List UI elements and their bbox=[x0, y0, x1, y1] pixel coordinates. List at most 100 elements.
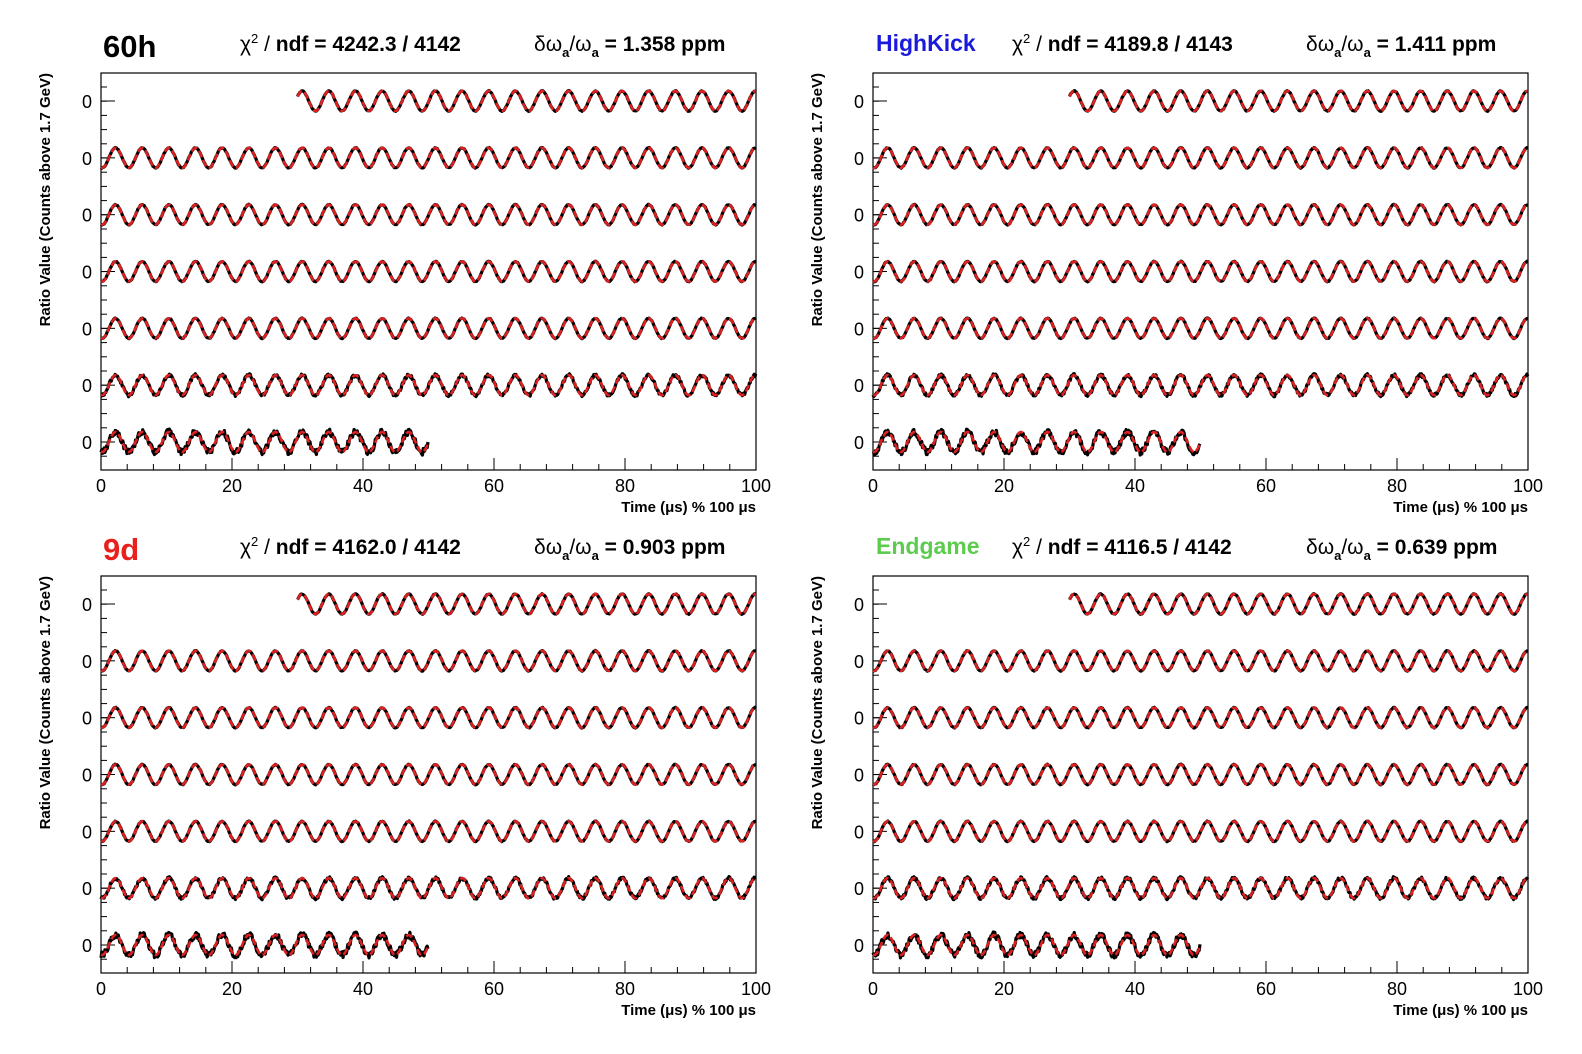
x-tick-label: 60 bbox=[1256, 476, 1276, 496]
fit-series-row bbox=[100, 146, 756, 170]
precision-label: δωa/ωa = 0.903 ppm bbox=[534, 536, 725, 563]
y-tick-label: 0 bbox=[854, 433, 864, 453]
y-axis-title: Ratio Value (Counts above 1.7 GeV) bbox=[809, 73, 826, 326]
x-tick-label: 40 bbox=[1125, 476, 1145, 496]
y-tick-label: 0 bbox=[82, 433, 92, 453]
fit-series-row bbox=[872, 876, 1528, 900]
fit-series-row bbox=[1068, 592, 1528, 616]
panel-tag: HighKick bbox=[876, 30, 976, 56]
panel-tag: Endgame bbox=[876, 533, 980, 559]
fit-series-row bbox=[100, 430, 430, 454]
y-axis-title: Ratio Value (Counts above 1.7 GeV) bbox=[37, 73, 54, 326]
fit-series-row bbox=[872, 203, 1528, 227]
x-tick-label: 80 bbox=[1387, 979, 1407, 999]
fit-series-row bbox=[100, 876, 756, 900]
y-tick-label: 0 bbox=[854, 879, 864, 899]
y-tick-label: 0 bbox=[854, 936, 864, 956]
x-axis-title: Time (μs) % 100 μs bbox=[621, 1002, 756, 1019]
x-tick-label: 100 bbox=[741, 476, 771, 496]
fit-series-row bbox=[100, 316, 756, 340]
y-tick-label: 0 bbox=[854, 652, 864, 672]
fit-series-row bbox=[100, 260, 756, 283]
y-tick-label: 0 bbox=[854, 766, 864, 786]
y-tick-label: 0 bbox=[854, 92, 864, 112]
chart-svg: HighKick χ2 / ndf = 4189.8 / 4143 δωa/ωa =… bbox=[809, 30, 1543, 516]
y-tick-label: 0 bbox=[82, 879, 92, 899]
fit-series-row bbox=[872, 146, 1528, 170]
x-tick-label: 0 bbox=[868, 476, 878, 496]
x-tick-label: 40 bbox=[353, 476, 373, 496]
fit-series-row bbox=[100, 706, 756, 730]
x-tick-label: 100 bbox=[1513, 476, 1543, 496]
precision-label: δωa/ωa = 1.358 ppm bbox=[534, 33, 725, 60]
y-tick-label: 0 bbox=[82, 206, 92, 226]
y-tick-label: 0 bbox=[854, 595, 864, 615]
data-series-row bbox=[1067, 89, 1529, 113]
fit-series-row bbox=[100, 933, 430, 957]
y-tick-label: 0 bbox=[82, 822, 92, 842]
chart-svg: Endgame χ2 / ndf = 4116.5 / 4142 δωa/ωa = … bbox=[809, 533, 1543, 1019]
x-tick-label: 40 bbox=[1125, 979, 1145, 999]
y-tick-label: 0 bbox=[82, 149, 92, 169]
fit-series-row bbox=[100, 649, 756, 673]
y-tick-label: 0 bbox=[854, 822, 864, 842]
fit-series-row bbox=[100, 763, 756, 786]
fit-series-row bbox=[872, 260, 1528, 283]
y-tick-label: 0 bbox=[854, 206, 864, 226]
x-tick-label: 80 bbox=[615, 979, 635, 999]
y-tick-label: 0 bbox=[854, 709, 864, 729]
y-tick-label: 0 bbox=[854, 376, 864, 396]
y-tick-label: 0 bbox=[82, 709, 92, 729]
y-tick-label: 0 bbox=[82, 766, 92, 786]
fit-series-row bbox=[872, 933, 1202, 957]
fit-series-row bbox=[296, 592, 756, 616]
chi2-label: χ2 / ndf = 4189.8 / 4143 bbox=[1012, 31, 1233, 56]
panel-60h: 60h χ2 / ndf = 4242.3 / 4142 δωa/ωa = 1.35… bbox=[0, 0, 780, 516]
chi2-label: χ2 / ndf = 4116.5 / 4142 bbox=[1012, 534, 1232, 559]
y-tick-label: 0 bbox=[854, 149, 864, 169]
panel-9d: 9d χ2 / ndf = 4162.0 / 4142 δωa/ωa = 0.903… bbox=[0, 503, 780, 1019]
x-tick-label: 100 bbox=[1513, 979, 1543, 999]
chi2-label: χ2 / ndf = 4242.3 / 4142 bbox=[240, 31, 461, 56]
panel-tag: 9d bbox=[103, 532, 139, 567]
x-axis-title: Time (μs) % 100 μs bbox=[1393, 1002, 1528, 1019]
y-tick-label: 0 bbox=[82, 263, 92, 283]
x-tick-label: 20 bbox=[222, 476, 242, 496]
x-tick-label: 0 bbox=[96, 476, 106, 496]
chart-svg: 60h χ2 / ndf = 4242.3 / 4142 δωa/ωa = 1.35… bbox=[37, 29, 771, 516]
x-axis-title: Time (μs) % 100 μs bbox=[1393, 499, 1528, 516]
fit-series-row bbox=[872, 763, 1528, 786]
fit-series-row bbox=[872, 430, 1202, 454]
x-tick-label: 80 bbox=[1387, 476, 1407, 496]
y-tick-label: 0 bbox=[82, 936, 92, 956]
x-tick-label: 60 bbox=[1256, 979, 1276, 999]
x-tick-label: 60 bbox=[484, 476, 504, 496]
x-tick-label: 100 bbox=[741, 979, 771, 999]
precision-label: δωa/ωa = 0.639 ppm bbox=[1306, 536, 1497, 563]
x-tick-label: 80 bbox=[615, 476, 635, 496]
panel-endgame: Endgame χ2 / ndf = 4116.5 / 4142 δωa/ωa = … bbox=[772, 503, 1552, 1019]
panel-highkick: HighKick χ2 / ndf = 4189.8 / 4143 δωa/ωa =… bbox=[772, 0, 1552, 516]
fit-series-row bbox=[100, 819, 756, 843]
y-tick-label: 0 bbox=[854, 319, 864, 339]
precision-label: δωa/ωa = 1.411 ppm bbox=[1306, 33, 1496, 60]
fit-series-row bbox=[872, 706, 1528, 730]
y-tick-label: 0 bbox=[82, 376, 92, 396]
fit-series-row bbox=[872, 819, 1528, 843]
panel-tag: 60h bbox=[103, 29, 156, 64]
fit-series-row bbox=[296, 89, 756, 113]
fit-series-row bbox=[1068, 89, 1528, 113]
y-axis-title: Ratio Value (Counts above 1.7 GeV) bbox=[37, 576, 54, 829]
x-tick-label: 20 bbox=[994, 979, 1014, 999]
y-tick-label: 0 bbox=[82, 652, 92, 672]
chart-svg: 9d χ2 / ndf = 4162.0 / 4142 δωa/ωa = 0.903… bbox=[37, 532, 771, 1019]
x-tick-label: 0 bbox=[96, 979, 106, 999]
y-tick-label: 0 bbox=[82, 595, 92, 615]
y-tick-label: 0 bbox=[82, 92, 92, 112]
y-tick-label: 0 bbox=[82, 319, 92, 339]
chi2-label: χ2 / ndf = 4162.0 / 4142 bbox=[240, 534, 461, 559]
x-tick-label: 60 bbox=[484, 979, 504, 999]
x-tick-label: 0 bbox=[868, 979, 878, 999]
fit-series-row bbox=[100, 203, 756, 227]
fit-series-row bbox=[100, 373, 756, 397]
